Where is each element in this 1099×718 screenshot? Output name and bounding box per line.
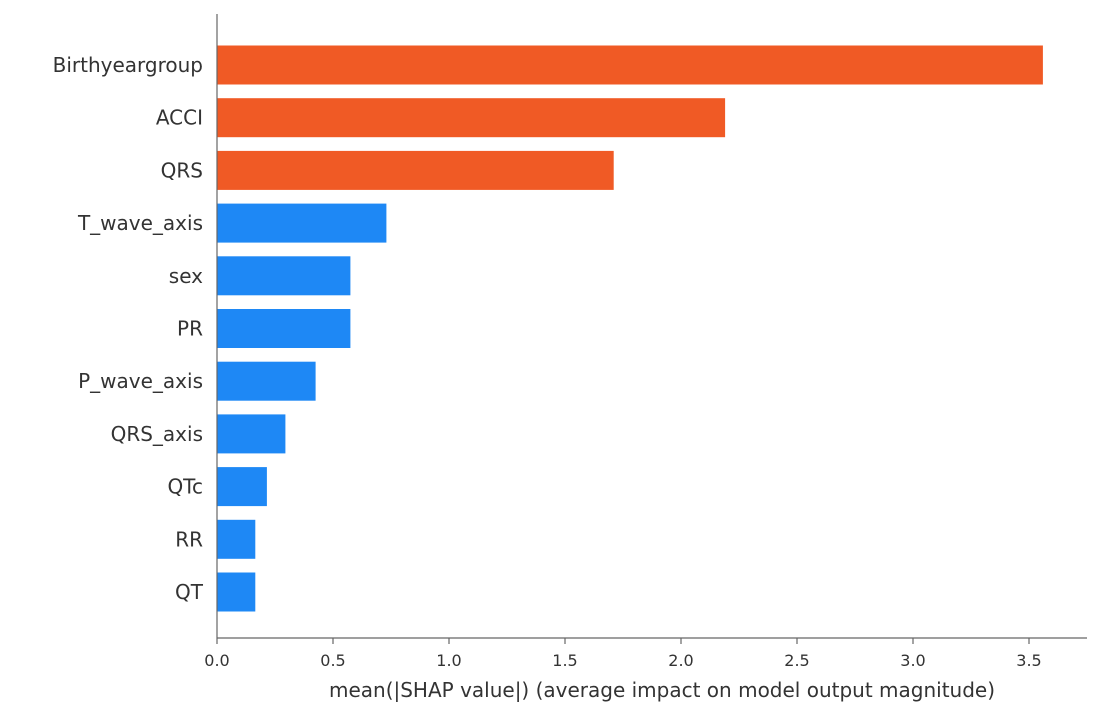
x-tick-label: 3.5 (1016, 651, 1041, 670)
bar-rr (217, 519, 256, 559)
x-tick-label: 0.0 (204, 651, 229, 670)
category-label: Birthyeargroup (53, 53, 203, 77)
bar-qtc (217, 467, 267, 507)
bar-p-wave-axis (217, 361, 316, 401)
bars-group (217, 45, 1043, 612)
category-label: sex (169, 264, 203, 288)
x-tick-label: 2.5 (784, 651, 809, 670)
bar-birthyeargroup (217, 45, 1043, 85)
category-label: QT (175, 580, 204, 604)
category-label: T_wave_axis (77, 211, 203, 235)
category-label: ACCI (156, 106, 203, 130)
bar-pr (217, 309, 351, 348)
bar-sex (217, 256, 351, 296)
category-label: RR (175, 527, 203, 551)
x-tick-label: 0.5 (320, 651, 345, 670)
x-ticks-group: 0.0 0.5 1.0 1.5 2.0 2.5 3.0 3.5 (204, 638, 1042, 670)
bar-t-wave-axis (217, 203, 387, 243)
bar-qt (217, 572, 256, 612)
bar-acci (217, 98, 726, 138)
category-label: QRS_axis (111, 422, 203, 446)
bar-qrs (217, 150, 614, 190)
x-tick-label: 1.5 (552, 651, 577, 670)
x-axis-title: mean(|SHAP value|) (average impact on mo… (329, 678, 995, 702)
x-tick-label: 3.0 (900, 651, 925, 670)
category-label: P_wave_axis (78, 369, 203, 393)
category-label: PR (177, 317, 203, 341)
x-tick-label: 1.0 (436, 651, 461, 670)
category-label: QTc (167, 475, 203, 499)
category-label: QRS (161, 158, 203, 182)
bar-qrs-axis (217, 414, 286, 454)
x-tick-label: 2.0 (668, 651, 693, 670)
